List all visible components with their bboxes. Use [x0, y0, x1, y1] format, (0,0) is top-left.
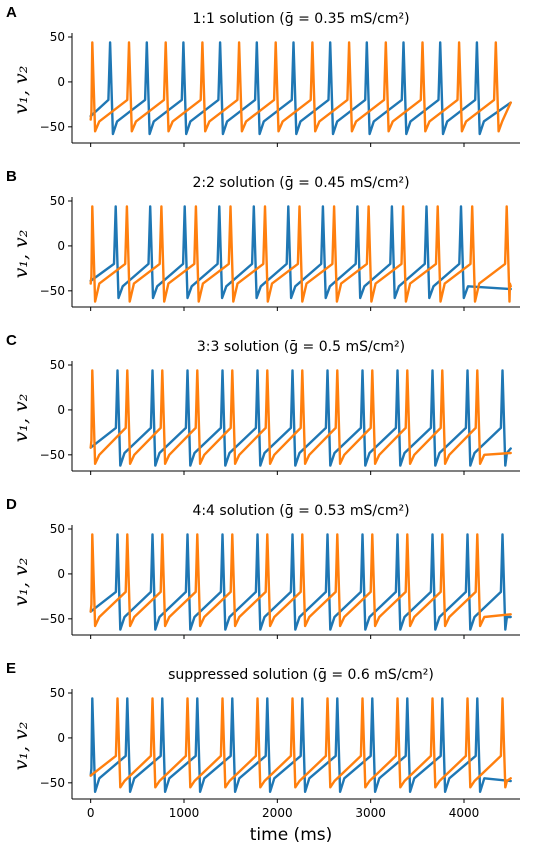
y-axis-label: v₁, v₂	[10, 230, 32, 279]
y-tick-label: 50	[50, 30, 65, 44]
series-line-1	[89, 697, 512, 793]
x-tick-label: 4000	[449, 806, 480, 820]
y-axis-label: v₁, v₂	[10, 394, 32, 443]
x-tick-label: 2000	[262, 806, 293, 820]
y-tick-label: 50	[50, 522, 65, 536]
y-tick-label: 0	[57, 403, 65, 417]
panel-title: 3:3 solution (ḡ = 0.5 mS/cm²)	[197, 339, 405, 355]
y-tick-label: 50	[50, 194, 65, 208]
x-tick-label: 3000	[355, 806, 386, 820]
panel-title: 1:1 solution (ḡ = 0.35 mS/cm²)	[192, 11, 409, 27]
panel-title: suppressed solution (ḡ = 0.6 mS/cm²)	[168, 667, 434, 683]
series-line-1	[89, 205, 512, 300]
y-tick-label: −50	[40, 284, 65, 298]
panel-letter: B	[6, 168, 17, 185]
y-tick-label: 50	[50, 358, 65, 372]
panel-c: C 3:3 solution (ḡ = 0.5 mS/cm²) 50 0 −50 v₁, …	[6, 332, 520, 475]
panel-title: 4:4 solution (ḡ = 0.53 mS/cm²)	[192, 503, 409, 519]
y-tick-label: −50	[40, 612, 65, 626]
y-axis-label: v₁, v₂	[10, 558, 32, 607]
y-tick-label: 50	[50, 686, 65, 700]
y-tick-label: −50	[40, 120, 65, 134]
series-line-2	[89, 697, 512, 789]
y-tick-label: 0	[57, 567, 65, 581]
panel-d: D 4:4 solution (ḡ = 0.53 mS/cm²) 50 0 −50 v₁,…	[6, 496, 520, 639]
y-tick-label: 0	[57, 75, 65, 89]
series-line-1	[89, 41, 512, 136]
y-tick-label: −50	[40, 776, 65, 790]
panel-b: B 2:2 solution (ḡ = 0.45 mS/cm²) 50 0 −50 v₁,…	[6, 168, 520, 311]
y-tick-label: 0	[57, 239, 65, 253]
panel-letter: D	[6, 496, 17, 513]
x-tick-label: 1000	[169, 806, 200, 820]
y-tick-label: 0	[57, 731, 65, 745]
panel-title: 2:2 solution (ḡ = 0.45 mS/cm²)	[192, 175, 409, 191]
y-axis-label: v₁, v₂	[10, 66, 32, 115]
series-line-2	[89, 41, 512, 133]
panel-a: A 1:1 solution (ḡ = 0.35 mS/cm²) 50 0 −50 v₁,…	[6, 4, 520, 147]
y-axis-label: v₁, v₂	[10, 722, 32, 771]
x-axis-label: time (ms)	[250, 825, 333, 845]
series-line-2	[89, 369, 512, 465]
panel-letter: C	[6, 332, 17, 349]
series-line-2	[89, 205, 512, 303]
y-tick-label: −50	[40, 448, 65, 462]
panel-letter: E	[6, 660, 16, 677]
panel-letter: A	[6, 4, 17, 21]
x-tick-label: 0	[87, 806, 95, 820]
series-line-2	[89, 533, 512, 628]
